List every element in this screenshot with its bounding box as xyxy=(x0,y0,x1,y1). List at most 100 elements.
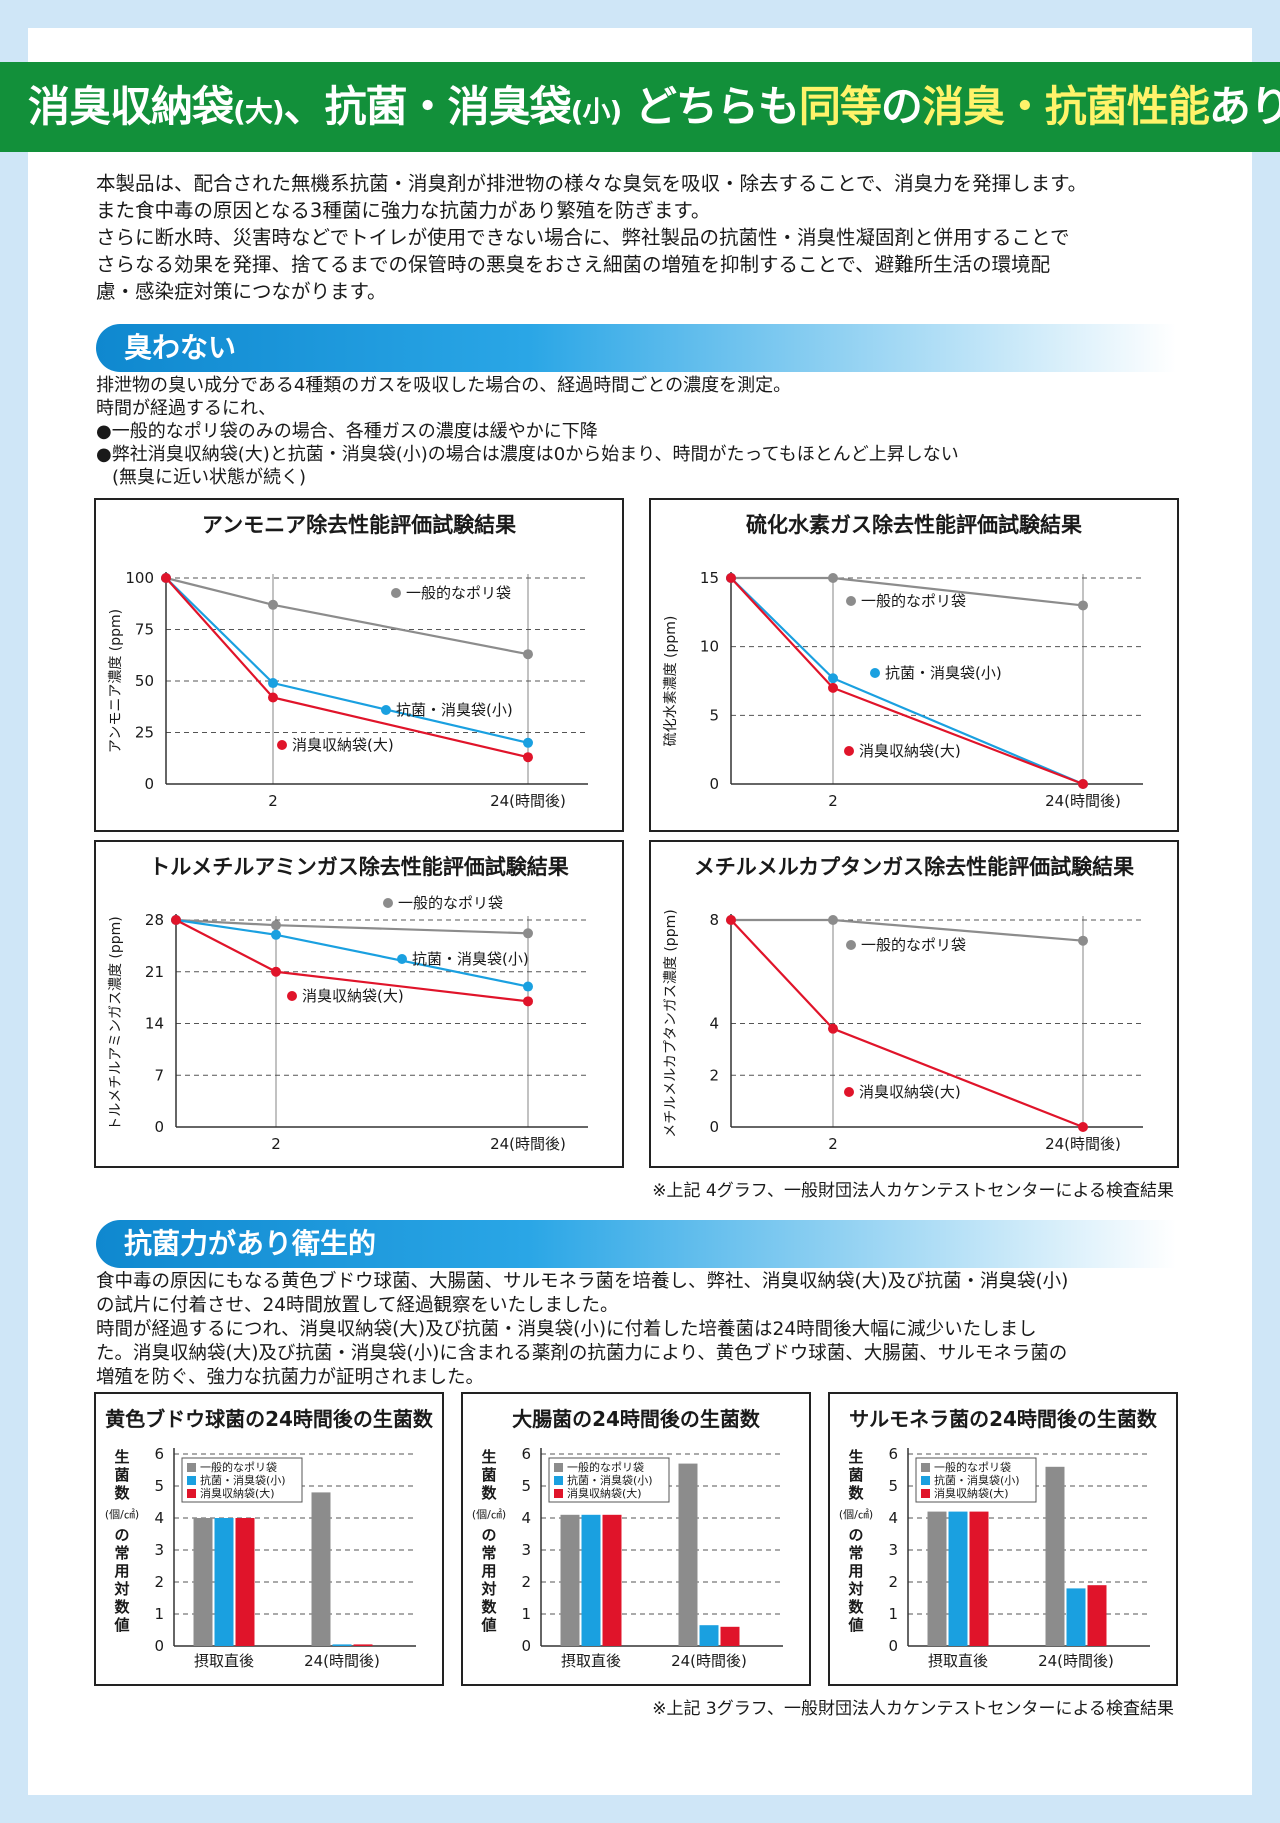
y-tick-label: 7 xyxy=(154,1066,164,1084)
x-tick-label: 摂取直後 xyxy=(194,1652,254,1670)
chart-title: トルメチルアミンガス除去性能評価試験結果 xyxy=(149,855,569,879)
data-point xyxy=(523,737,533,748)
section-antibacterial-text: 食中毒の原因にもなる黄色ブドウ球菌、大腸菌、サルモネラ菌を培養し、弊社、消臭収納… xyxy=(96,1270,1206,1390)
data-point xyxy=(828,1023,838,1034)
y-tick-label: 1 xyxy=(888,1605,898,1623)
y-tick-label: 21 xyxy=(145,963,164,981)
legend-swatch xyxy=(187,1489,196,1498)
legend-swatch xyxy=(921,1489,930,1498)
data-point xyxy=(828,573,838,583)
y-axis-label: の xyxy=(114,1526,129,1544)
x-tick-label: 24(時間後) xyxy=(490,792,566,810)
bar xyxy=(353,1644,373,1646)
y-tick-label: 1 xyxy=(521,1605,531,1623)
source-note-antibacterial: ※上記 3グラフ、一般財団法人カケンテストセンターによる検査結果 xyxy=(652,1699,1174,1719)
bar xyxy=(235,1518,255,1646)
y-tick-label: 5 xyxy=(521,1477,531,1495)
y-tick-label: 6 xyxy=(888,1445,898,1463)
y-axis-label: 値 xyxy=(480,1616,496,1634)
line-chart-hydrogen-sulfide: 硫化水素ガス除去性能評価試験結果 0 5 10 15 2 24(時間後) 硫化水素濃度 (pp… xyxy=(663,513,1143,810)
headline-part: どちらも xyxy=(621,82,800,131)
y-tick-label: 14 xyxy=(145,1015,164,1033)
legend-swatch xyxy=(554,1476,563,1485)
bar xyxy=(969,1511,989,1646)
y-axis-unit: (個/㎠) xyxy=(472,1508,506,1521)
data-point xyxy=(726,573,736,583)
legend-marker xyxy=(287,991,297,1001)
y-tick-label: 2 xyxy=(709,1066,719,1084)
chart-e-coli: 大腸菌の24時間後の生菌数 0 1 2 3 4 5 6 生菌数 (個/㎠) の常用対数値摂取直後 24… xyxy=(461,1392,811,1686)
y-tick-label: 25 xyxy=(135,724,154,742)
data-point xyxy=(828,682,838,693)
section-line: 排泄物の臭い成分である4種類のガスを吸収した場合の、経過時間ごとの濃度を測定。 xyxy=(96,375,792,396)
headline-part: あり! xyxy=(1208,82,1280,131)
y-tick-label: 50 xyxy=(135,672,154,690)
series-label: 消臭収納袋(大) xyxy=(859,742,961,760)
headline-part: 消臭収納袋 xyxy=(28,82,234,131)
y-tick-label: 4 xyxy=(709,1015,719,1033)
y-tick-label: 6 xyxy=(521,1445,531,1463)
y-axis-label: 数 xyxy=(848,1484,864,1502)
x-tick-label: 摂取直後 xyxy=(561,1652,621,1670)
section-line: (無臭に近い状態が続く) xyxy=(112,467,307,488)
legend-label: 一般的なポリ袋 xyxy=(567,1460,644,1474)
legend-swatch xyxy=(554,1463,563,1472)
y-axis-label: 菌 xyxy=(481,1466,496,1484)
section-title: 臭わない xyxy=(124,331,237,364)
x-tick-label: 2 xyxy=(268,792,278,810)
intro-line: さらなる効果を発揮、捨てるまでの保管時の悪臭をおさえ細菌の増殖を抑制することで、… xyxy=(96,253,1051,276)
line-chart-trimethylamine: トルメチルアミンガス除去性能評価試験結果 0 7 14 21 28 2 24(時間後) トルメチ… xyxy=(108,855,588,1153)
legend-marker xyxy=(846,940,856,950)
y-tick-label: 75 xyxy=(135,621,154,639)
y-axis-label: 菌 xyxy=(848,1466,863,1484)
bar-chart-staphylococcus: 黄色ブドウ球菌の24時間後の生菌数0123456生菌数(個/㎠)の常用対数値摂取… xyxy=(105,1407,434,1670)
chart-title: サルモネラ菌の24時間後の生菌数 xyxy=(849,1407,1158,1431)
series-label: 一般的なポリ袋 xyxy=(861,936,966,954)
line-chart-ammonia: アンモニア除去性能評価試験結果 0 25 50 75 100 2 24(時間後) アンモニア濃度… xyxy=(108,513,588,810)
data-point xyxy=(828,915,838,925)
bar xyxy=(948,1511,968,1646)
legend-box xyxy=(181,1457,303,1503)
y-tick-label: 0 xyxy=(521,1637,531,1655)
intro-line: 本製品は、配合された無機系抗菌・消臭剤が排泄物の様々な臭気を吸収・除去することで… xyxy=(96,172,1088,195)
series-label: 抗菌・消臭袋(小) xyxy=(412,950,529,968)
y-axis-label: 数 xyxy=(114,1598,130,1616)
section-line: 食中毒の原因にもなる黄色ブドウ球菌、大腸菌、サルモネラ菌を培養し、弊社、消臭収納… xyxy=(96,1271,1069,1292)
y-axis-label: メチルメルカプタンガス濃度 (ppm) xyxy=(663,909,679,1137)
chart-hydrogen-sulfide: 硫化水素ガス除去性能評価試験結果 0 5 10 15 2 24(時間後) 硫化水素濃度 (pp… xyxy=(649,498,1179,832)
section-line: 増殖を防ぐ、強力な抗菌力が証明されました。 xyxy=(96,1367,484,1388)
source-note-odor: ※上記 4グラフ、一般財団法人カケンテストセンターによる検査結果 xyxy=(652,1181,1174,1201)
headline-part: (大) xyxy=(233,95,285,128)
y-tick-label: 2 xyxy=(888,1573,898,1591)
x-tick-label: 24(時間後) xyxy=(304,1652,380,1670)
series-label: 一般的なポリ袋 xyxy=(861,592,966,610)
data-point xyxy=(523,981,533,992)
y-axis-label: 数 xyxy=(114,1484,130,1502)
intro-line: さらに断水時、災害時などでトイレが使用できない場合に、弊社製品の抗菌性・消臭性凝… xyxy=(96,226,1070,249)
bar xyxy=(311,1492,331,1646)
x-tick-label: 摂取直後 xyxy=(928,1652,988,1670)
data-point xyxy=(171,915,181,925)
section-line: 時間が経過するにつれ、消臭収納袋(大)及び抗菌・消臭袋(小)に付着した培養菌は2… xyxy=(96,1319,1037,1340)
y-axis-label: 生 xyxy=(481,1448,496,1466)
x-tick-label: 24(時間後) xyxy=(671,1652,747,1670)
chart-ammonia: アンモニア除去性能評価試験結果 0 25 50 75 100 2 24(時間後) アンモニア濃度… xyxy=(94,498,624,832)
headline: 消臭収納袋(大)、抗菌・消臭袋(小) どちらも同等の消臭・抗菌性能あり! xyxy=(28,62,1280,152)
y-tick-label: 0 xyxy=(154,1637,164,1655)
y-tick-label: 15 xyxy=(700,569,719,587)
y-axis-label: 菌 xyxy=(114,1466,129,1484)
series-label: 抗菌・消臭袋(小) xyxy=(885,664,1002,682)
data-point xyxy=(268,678,278,689)
y-tick-label: 0 xyxy=(709,775,719,793)
data-point xyxy=(726,915,736,925)
y-axis-unit: (個/㎠) xyxy=(105,1508,139,1521)
data-point xyxy=(268,692,278,703)
data-point xyxy=(523,752,533,763)
y-axis-label: 数 xyxy=(848,1598,864,1616)
bar xyxy=(602,1514,622,1646)
chart-title: 大腸菌の24時間後の生菌数 xyxy=(512,1407,761,1431)
data-point xyxy=(268,599,278,610)
y-axis-label: トルメチルアミンガス濃度 (ppm) xyxy=(108,916,124,1131)
y-axis-label: の xyxy=(481,1526,496,1544)
